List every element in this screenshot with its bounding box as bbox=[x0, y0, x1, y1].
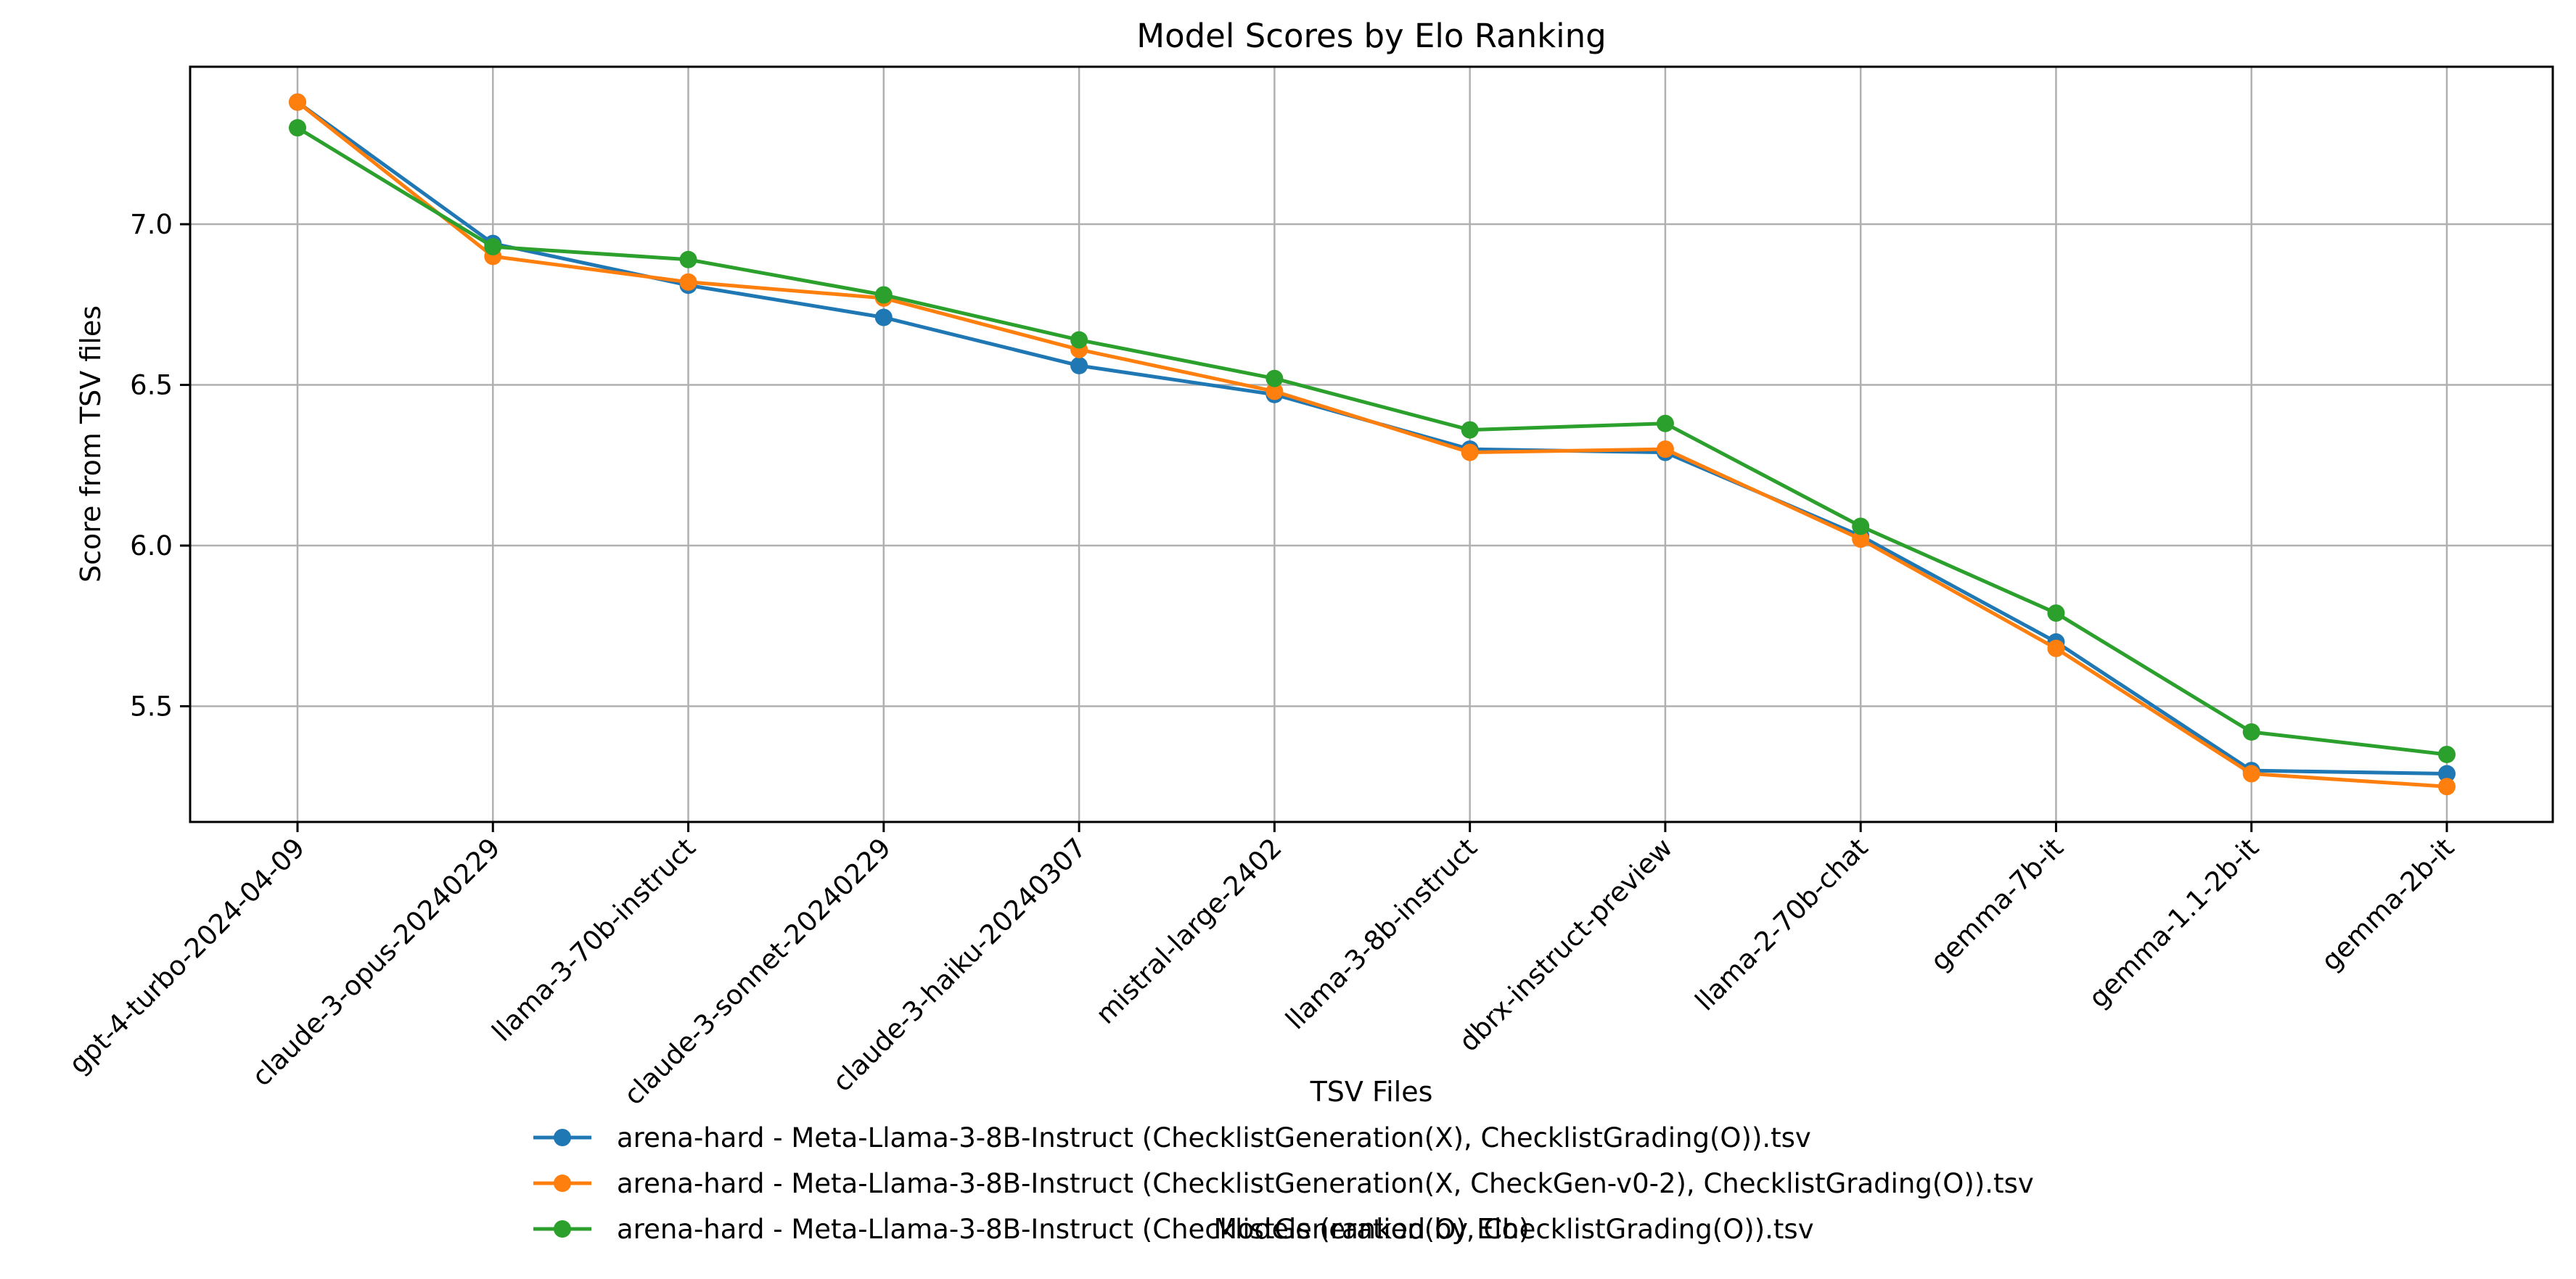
data-point bbox=[1266, 369, 1284, 387]
legend-label: arena-hard - Meta-Llama-3-8B-Instruct (C… bbox=[617, 1214, 1814, 1245]
grid-lines bbox=[190, 67, 2553, 822]
data-point bbox=[1656, 440, 1674, 458]
legend-label: arena-hard - Meta-Llama-3-8B-Instruct (C… bbox=[617, 1122, 1811, 1153]
data-point bbox=[874, 286, 893, 304]
data-point bbox=[2438, 778, 2456, 796]
data-point bbox=[484, 238, 502, 256]
data-point bbox=[1461, 443, 1479, 461]
data-point bbox=[679, 250, 697, 268]
legend-item: arena-hard - Meta-Llama-3-8B-Instruct (C… bbox=[533, 1168, 2034, 1199]
y-tick-label: 5.5 bbox=[130, 691, 173, 723]
y-axis: 5.5 6.0 6.5 7.0 bbox=[130, 209, 190, 723]
y-tick-label: 7.0 bbox=[130, 209, 173, 240]
legend-swatch-marker bbox=[554, 1129, 571, 1146]
data-point bbox=[2438, 765, 2456, 783]
data-point bbox=[2047, 639, 2065, 657]
data-point bbox=[289, 119, 306, 137]
legend-item: arena-hard - Meta-Llama-3-8B-Instruct (C… bbox=[533, 1214, 1814, 1245]
chart-title: Model Scores by Elo Ranking bbox=[1136, 17, 1607, 55]
data-point bbox=[1852, 530, 1870, 548]
series-line bbox=[296, 126, 2448, 757]
x-axis-label: TSV Files bbox=[1310, 1076, 1433, 1108]
series-line bbox=[296, 100, 2448, 789]
legend-item: arena-hard - Meta-Llama-3-8B-Instruct (C… bbox=[533, 1122, 1811, 1153]
data-point bbox=[2242, 723, 2260, 741]
data-point bbox=[1461, 421, 1479, 439]
data-point bbox=[2242, 765, 2260, 783]
y-axis-label: Score from TSV files bbox=[75, 305, 107, 583]
data-point bbox=[2047, 604, 2065, 622]
data-point bbox=[289, 93, 306, 111]
y-tick-label: 6.0 bbox=[130, 530, 173, 562]
data-point bbox=[1266, 382, 1284, 400]
legend: arena-hard - Meta-Llama-3-8B-Instruct (C… bbox=[533, 1122, 2034, 1245]
data-point bbox=[679, 273, 697, 291]
series-2 bbox=[289, 93, 2456, 796]
x-axis-overlay-label: Models (ranked by Elo) bbox=[1213, 1213, 1529, 1245]
legend-label: arena-hard - Meta-Llama-3-8B-Instruct (C… bbox=[617, 1168, 2034, 1199]
series-3 bbox=[289, 119, 2456, 763]
data-point bbox=[1852, 517, 1870, 535]
y-tick-label: 6.5 bbox=[130, 370, 173, 401]
data-point bbox=[1070, 331, 1088, 349]
data-point bbox=[2438, 745, 2456, 763]
series-layer bbox=[289, 93, 2456, 796]
data-point bbox=[874, 308, 893, 326]
legend-swatch-marker bbox=[554, 1175, 571, 1192]
data-point bbox=[1656, 414, 1674, 432]
plot-frame bbox=[189, 65, 2554, 823]
legend-swatch-marker bbox=[554, 1220, 571, 1238]
data-point bbox=[1070, 356, 1088, 374]
